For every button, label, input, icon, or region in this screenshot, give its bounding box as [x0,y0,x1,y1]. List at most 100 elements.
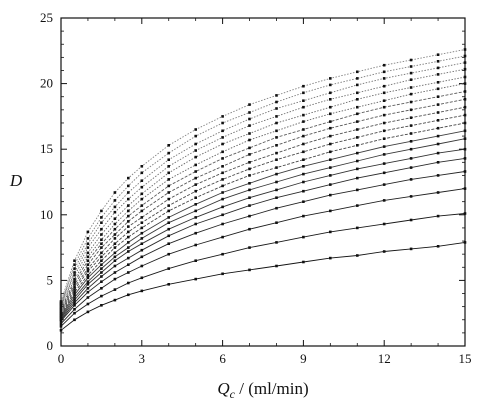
y-tick-label: 0 [47,338,54,353]
data-point [113,298,117,302]
data-point [436,81,440,84]
data-point [409,140,413,143]
data-point [127,197,130,201]
series-line [60,83,466,309]
data-point [436,191,440,194]
data-point [329,77,332,80]
data-point [436,87,440,91]
data-point [248,132,251,135]
data-point [59,325,63,328]
data-point [221,142,224,146]
data-point [221,197,224,201]
data-point [409,92,413,96]
data-point [86,251,90,255]
data-point [113,288,117,291]
data-point [382,77,386,80]
data-point [73,311,76,315]
data-point [113,199,117,202]
series-2 [59,212,467,328]
data-point [100,209,103,213]
data-point [409,71,413,75]
data-point [463,137,467,140]
data-point [382,63,386,67]
data-point [194,163,197,167]
y-tick-label: 10 [40,207,53,222]
data-point [167,184,170,188]
data-point [100,271,103,274]
data-point [100,287,103,290]
series-line [60,106,466,313]
y-tick-label: 20 [40,76,53,91]
series-line [60,98,466,311]
data-point [302,120,305,123]
series-line [60,68,466,306]
data-point [194,155,197,159]
data-point [194,176,197,180]
data-point [194,231,197,235]
data-point [86,273,90,277]
data-point [275,158,278,161]
data-point [167,221,170,224]
data-point [356,188,359,192]
data-point [329,120,332,123]
data-point [113,259,117,262]
data-point [59,306,63,310]
series-1 [59,241,467,332]
data-point [194,222,197,226]
series-18 [59,54,467,304]
data-point [167,165,170,168]
data-point [382,129,386,133]
data-point [140,165,144,168]
series-line [60,49,466,302]
data-point [275,94,278,97]
x-tick-label: 3 [139,351,146,366]
data-point [275,121,278,125]
x-axis-variable: Q [217,379,229,398]
data-point [356,226,359,230]
series-17 [59,61,467,306]
data-point [100,238,103,241]
x-axis-subscript: c [230,387,236,401]
data-point [73,283,76,286]
data-point [86,283,90,286]
data-point [409,78,413,81]
data-point [127,209,130,213]
data-point [463,147,467,151]
data-point [73,293,76,297]
data-point [329,126,332,130]
x-tick-label: 9 [300,351,307,366]
data-point [463,105,467,109]
data-point [221,121,224,125]
y-tick-label: 15 [40,141,53,156]
data-point [382,183,386,186]
data-point [73,304,76,307]
data-point [140,242,144,245]
data-point [73,308,76,311]
data-point [194,183,197,186]
data-point [302,128,305,131]
data-point [140,264,144,268]
data-point [127,184,130,188]
data-point [140,179,144,182]
data-point [59,318,63,322]
data-point [436,161,440,164]
data-point [436,245,440,248]
series-line [60,122,466,315]
data-point [167,267,170,270]
data-point [100,267,103,270]
series-19 [59,48,467,303]
data-point [409,100,413,104]
data-point [248,103,251,106]
series-4 [59,170,467,323]
data-point [463,67,467,71]
series-layer [59,48,467,332]
data-point [100,221,103,224]
data-point [356,151,359,155]
data-point [127,246,130,249]
data-point [167,171,170,175]
data-point [140,248,144,252]
data-point [127,263,130,266]
x-axis-title: Qc / (ml/min) [217,379,308,401]
data-point [436,119,440,122]
data-point [382,84,386,88]
